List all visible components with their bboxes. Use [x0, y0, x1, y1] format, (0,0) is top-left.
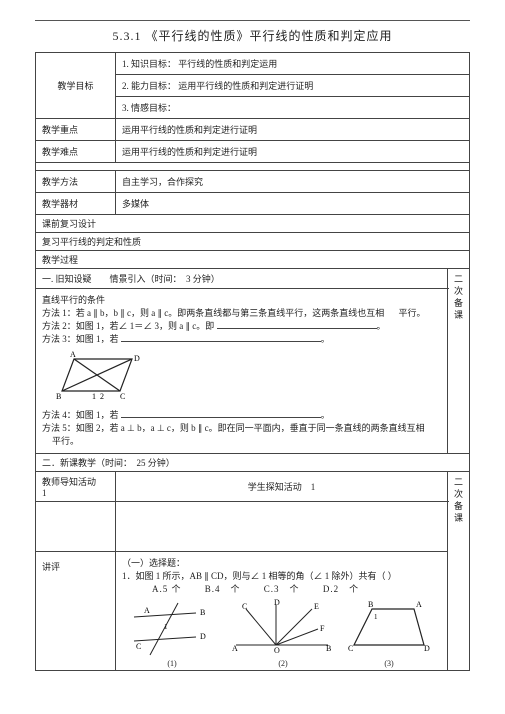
diff-text: 运用平行线的性质和判定进行证明	[116, 141, 470, 163]
svg-text:B: B	[326, 644, 331, 653]
parallelogram-icon: A D B 1 2 C	[52, 349, 147, 404]
svg-text:D: D	[134, 354, 140, 363]
svg-text:A: A	[232, 644, 238, 653]
svg-text:C: C	[242, 602, 247, 611]
method-1: 方法 1：若 a ∥ b，b ∥ c，则 a ∥ c。即两条直线都与第三条直线平…	[42, 306, 441, 319]
question-cell: （一）选择题： 1．如图 1 所示，AB ∥ CD，则与∠ 1 相等的角（∠ 1…	[116, 552, 448, 671]
student-blank	[116, 502, 448, 552]
q1-options: A.5 个 B.4 个 C.3 个 D.2 个	[122, 582, 441, 595]
svg-text:E: E	[314, 602, 319, 611]
svg-text:A: A	[416, 600, 422, 609]
prelesson-review: 复习平行线的判定和性质	[36, 233, 470, 251]
focus-label: 教学重点	[36, 119, 116, 141]
teacher-blank	[36, 502, 116, 552]
figures-row: A B C D 1 (1)	[122, 599, 441, 668]
sec1-side-label: 二次备课	[448, 269, 470, 454]
caption-2: (2)	[228, 659, 338, 668]
goal-2: 2. 能力目标： 运用平行线的性质和判定进行证明	[116, 75, 470, 97]
svg-text:F: F	[320, 624, 325, 633]
svg-text:B: B	[368, 600, 373, 609]
svg-text:D: D	[274, 599, 280, 607]
svg-text:C: C	[120, 392, 125, 401]
svg-text:D: D	[424, 644, 430, 653]
prelesson-design: 课前复习设计	[36, 215, 470, 233]
method-2: 方法 2：如图 1，若∠ 1＝∠ 3，则 a ∥ c。即 。	[42, 319, 441, 332]
rule-top	[35, 20, 470, 21]
tool-label: 教学器材	[36, 193, 116, 215]
svg-text:2: 2	[100, 392, 104, 401]
caption-3: (3)	[344, 659, 434, 668]
svg-text:B: B	[56, 392, 61, 401]
svg-text:C: C	[348, 644, 353, 653]
document-title: 5.3.1 《平行线的性质》平行线的性质和判定应用	[35, 27, 470, 44]
page: 5.3.1 《平行线的性质》平行线的性质和判定应用 教学目标 1. 知识目标： …	[0, 0, 505, 714]
goal-1: 1. 知识目标： 平行线的性质和判定运用	[116, 53, 470, 75]
method-label: 教学方法	[36, 171, 116, 193]
sec2-side-label: 二次备课	[448, 472, 470, 671]
sec1-body: 直线平行的条件 方法 1：若 a ∥ b，b ∥ c，则 a ∥ c。即两条直线…	[36, 289, 448, 454]
svg-text:1: 1	[374, 613, 378, 621]
process-label: 教学过程	[36, 251, 470, 269]
figure-1: A D B 1 2 C	[52, 349, 441, 404]
svg-text:B: B	[200, 608, 205, 617]
svg-text:A: A	[144, 606, 150, 615]
tool-text: 多媒体	[116, 193, 470, 215]
focus-text: 运用平行线的性质和判定进行证明	[116, 119, 470, 141]
sec2-heading: 二．新课教学（时间： 25 分钟）	[36, 454, 470, 472]
caption-1: (1)	[122, 659, 222, 668]
teacher-col-head: 教师导知活动 1	[36, 472, 116, 502]
figure-q1: A B C D 1 (1)	[122, 599, 222, 668]
teach-label: 讲评	[36, 552, 116, 671]
q-section-head: （一）选择题：	[122, 556, 441, 569]
diff-label: 教学难点	[36, 141, 116, 163]
svg-text:O: O	[274, 646, 280, 655]
svg-text:A: A	[70, 350, 76, 359]
lesson-plan-table: 教学目标 1. 知识目标： 平行线的性质和判定运用 2. 能力目标： 运用平行线…	[35, 52, 470, 671]
goals-label: 教学目标	[36, 53, 116, 119]
method-5: 方法 5：如图 2，若 a ⊥ b，a ⊥ c，则 b ∥ c。即在同一平面内，…	[42, 421, 441, 434]
method-4: 方法 4：如图 1，若 。	[42, 408, 441, 421]
method-text: 自主学习，合作探究	[116, 171, 470, 193]
cond-title: 直线平行的条件	[42, 293, 441, 306]
svg-text:C: C	[136, 642, 141, 651]
figure-q2: C D E F A O B (2)	[228, 599, 338, 668]
goal-3: 3. 情感目标：	[116, 97, 470, 119]
figure-q3: B A C D 1 (3)	[344, 599, 434, 668]
student-col-head: 学生探知活动 1	[116, 472, 448, 502]
method-5b: 平行。	[42, 434, 441, 447]
svg-text:1: 1	[164, 623, 168, 631]
sec1-heading: 一. 旧知设疑 情景引入（时间： 3 分钟）	[36, 269, 448, 289]
svg-text:D: D	[200, 632, 206, 641]
svg-text:1: 1	[92, 392, 96, 401]
q1-text: 1．如图 1 所示，AB ∥ CD，则与∠ 1 相等的角（∠ 1 除外）共有（ …	[122, 569, 441, 582]
method-3: 方法 3：如图 1，若 。	[42, 332, 441, 345]
